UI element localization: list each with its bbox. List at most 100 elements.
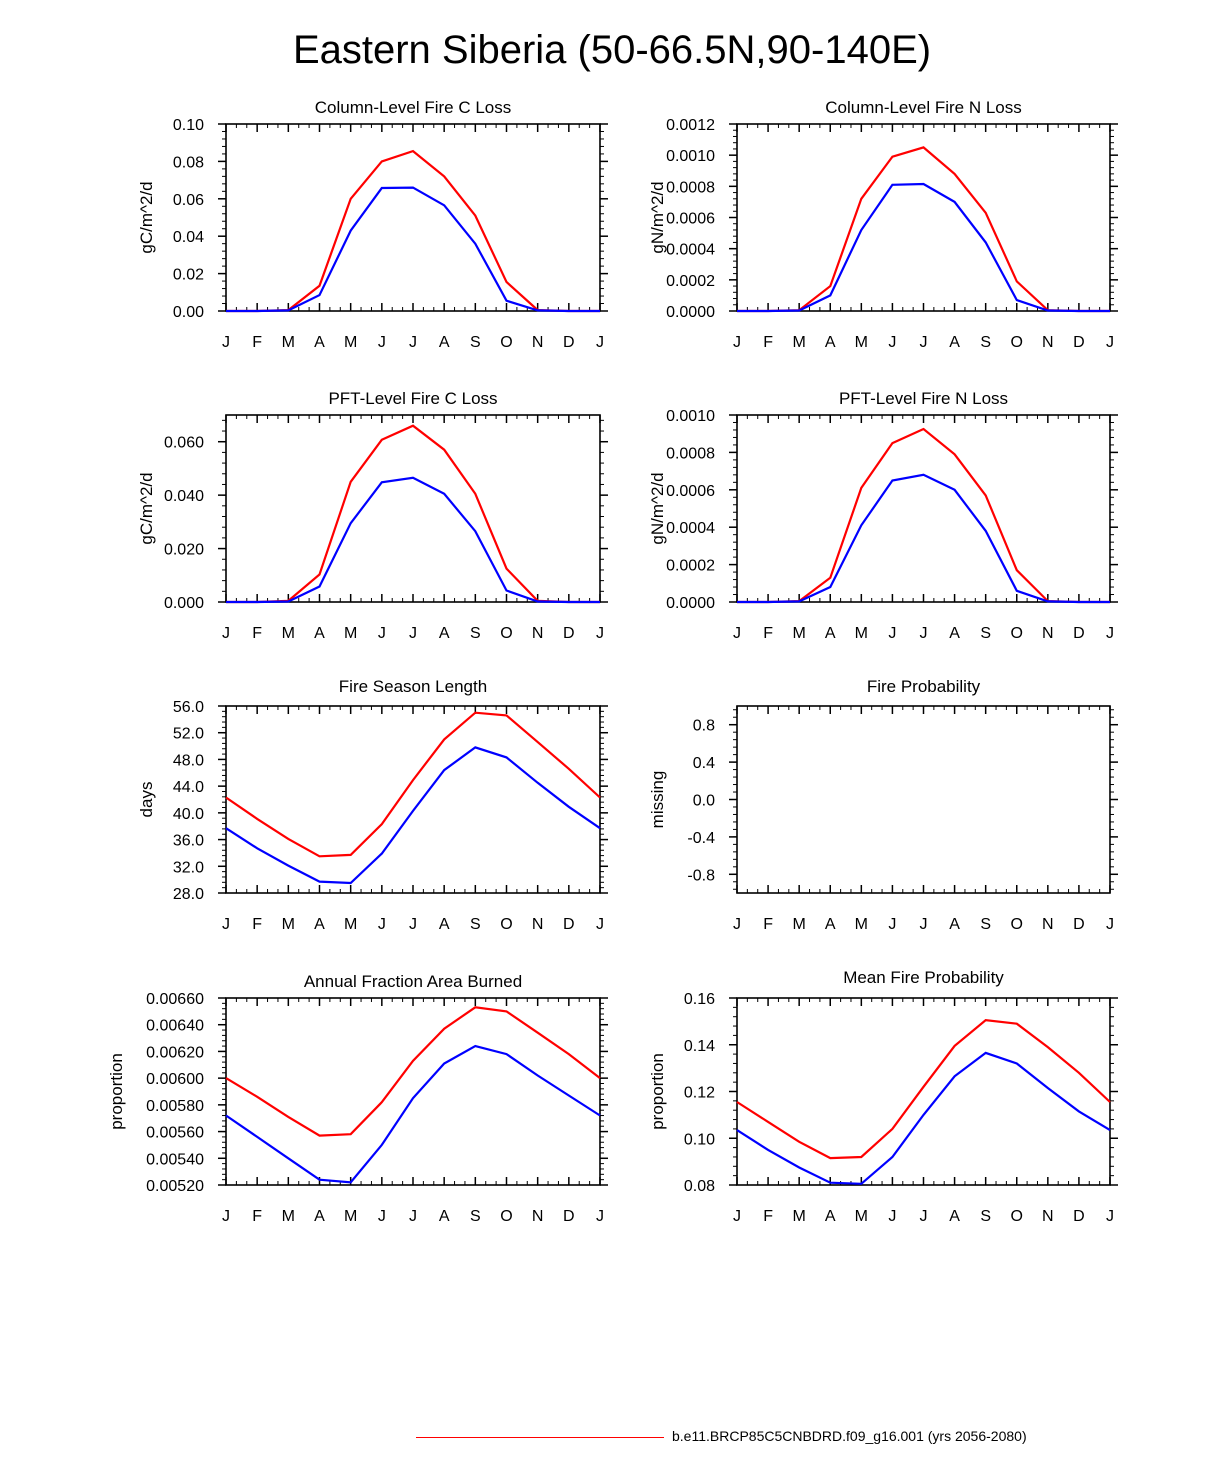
series-line-blue: [226, 476, 600, 604]
x-tick-label: J: [1106, 334, 1114, 351]
y-tick-label: 0.0008: [666, 445, 715, 462]
plot-frame: [736, 414, 1111, 603]
x-tick-label: N: [1042, 625, 1054, 642]
y-tick-label: 0.0006: [666, 211, 715, 228]
x-tick-label: J: [222, 916, 230, 933]
x-tick-label: J: [920, 625, 928, 642]
y-tick-label: -0.4: [687, 830, 715, 847]
x-tick-label: A: [825, 1208, 836, 1225]
panel-title: PFT-Level Fire N Loss: [839, 389, 1008, 408]
x-tick-label: O: [500, 916, 512, 933]
x-tick-label: D: [563, 334, 575, 351]
page-title: Eastern Siberia (50-66.5N,90-140E): [292, 28, 932, 72]
x-tick-label: D: [1073, 1208, 1085, 1225]
y-tick-label: 0.10: [173, 117, 204, 134]
x-tick-label: F: [763, 916, 773, 933]
y-tick-label: 0.060: [164, 435, 204, 452]
series-line-blue: [736, 1051, 1111, 1185]
x-tick-label: J: [920, 1208, 928, 1225]
x-tick-label: J: [596, 1208, 604, 1225]
series-line-blue: [225, 1044, 601, 1184]
series-line-blue: [737, 473, 1110, 604]
x-tick-label: A: [314, 1208, 325, 1225]
y-tick-label: 0.14: [684, 1038, 715, 1055]
x-tick-label: F: [252, 334, 262, 351]
x-tick-label: M: [793, 334, 806, 351]
y-tick-label: 56.0: [173, 699, 204, 716]
x-tick-label: M: [855, 334, 868, 351]
x-tick-label: S: [470, 334, 481, 351]
x-tick-label: A: [314, 916, 325, 933]
y-tick-label: 0.8: [693, 718, 715, 735]
x-tick-label: J: [1106, 916, 1114, 933]
y-tick-label: 0.00520: [146, 1178, 204, 1195]
y-tick-label: 0.0000: [666, 304, 715, 321]
x-tick-label: M: [344, 916, 357, 933]
x-tick-label: M: [855, 1208, 868, 1225]
plot-frame: [736, 705, 1111, 894]
x-tick-label: O: [1011, 916, 1023, 933]
x-tick-label: J: [1106, 625, 1114, 642]
y-tick-label: 0.0: [693, 793, 715, 810]
x-tick-label: J: [733, 334, 741, 351]
x-tick-label: J: [733, 916, 741, 933]
y-tick-label: 0.12: [684, 1085, 715, 1102]
x-tick-label: J: [596, 334, 604, 351]
x-tick-label: N: [1042, 1208, 1054, 1225]
x-tick-label: A: [949, 916, 960, 933]
x-tick-label: J: [888, 334, 896, 351]
x-tick-label: J: [596, 625, 604, 642]
y-axis-label: days: [137, 782, 156, 818]
x-tick-label: J: [378, 916, 386, 933]
chart-panel-fire-probability: J F M A M J J A S O N D J -0.8 -0.4 0.0 0.4 0.8 Fire Proba…: [648, 677, 1118, 933]
x-tick-label: N: [532, 916, 544, 933]
x-tick-label: J: [378, 334, 386, 351]
x-tick-label: J: [378, 1208, 386, 1225]
x-tick-label: A: [314, 334, 325, 351]
x-tick-label: A: [439, 334, 450, 351]
series-line-blue: [225, 746, 601, 885]
chart-panel-mean-fire-probability: J F M A M J J A S O N D J 0.08 0.10 0.12 0.14 0.16 Mean Fi…: [648, 968, 1118, 1225]
y-tick-label: -0.8: [687, 867, 715, 884]
y-tick-label: 0.040: [164, 488, 204, 505]
x-tick-label: M: [793, 1208, 806, 1225]
y-tick-label: 0.0002: [666, 558, 715, 575]
x-tick-label: J: [409, 1208, 417, 1225]
x-tick-label: M: [282, 916, 295, 933]
x-tick-label: F: [252, 1208, 262, 1225]
x-tick-label: O: [1011, 334, 1023, 351]
y-tick-label: 0.10: [684, 1131, 715, 1148]
x-tick-label: S: [470, 1208, 481, 1225]
x-tick-label: J: [222, 1208, 230, 1225]
x-tick-label: S: [470, 916, 481, 933]
chart-panel-col-fire-c: J F M A M J J A S O N D J 0.00 0.02 0.04 0.06 0.08 0.10 Col…: [137, 98, 608, 351]
x-tick-label: M: [282, 334, 295, 351]
x-tick-label: F: [763, 625, 773, 642]
x-tick-label: A: [949, 1208, 960, 1225]
x-tick-label: F: [252, 916, 262, 933]
x-tick-label: J: [409, 625, 417, 642]
y-tick-label: 0.020: [164, 542, 204, 559]
series-line-red: [737, 146, 1110, 313]
x-tick-label: J: [1106, 1208, 1114, 1225]
y-tick-label: 0.0008: [666, 179, 715, 196]
y-tick-label: 0.000: [164, 595, 204, 612]
y-tick-label: 0.04: [173, 229, 204, 246]
series-line-blue: [737, 182, 1110, 313]
series-line-red: [737, 427, 1110, 604]
y-tick-label: 0.4: [693, 755, 715, 772]
y-tick-label: 0.0010: [666, 408, 715, 425]
x-tick-label: M: [793, 625, 806, 642]
y-tick-label: 0.08: [173, 154, 204, 171]
x-tick-label: J: [920, 334, 928, 351]
y-tick-label: 0.0004: [666, 242, 715, 259]
plot-frame: [225, 705, 601, 894]
y-tick-label: 48.0: [173, 752, 204, 769]
legend-line: [416, 1437, 664, 1438]
x-tick-label: F: [763, 1208, 773, 1225]
y-axis-label: missing: [648, 771, 667, 829]
panel-title: Annual Fraction Area Burned: [304, 972, 522, 991]
x-tick-label: J: [222, 334, 230, 351]
x-tick-label: J: [733, 625, 741, 642]
series-line-red: [225, 711, 601, 858]
